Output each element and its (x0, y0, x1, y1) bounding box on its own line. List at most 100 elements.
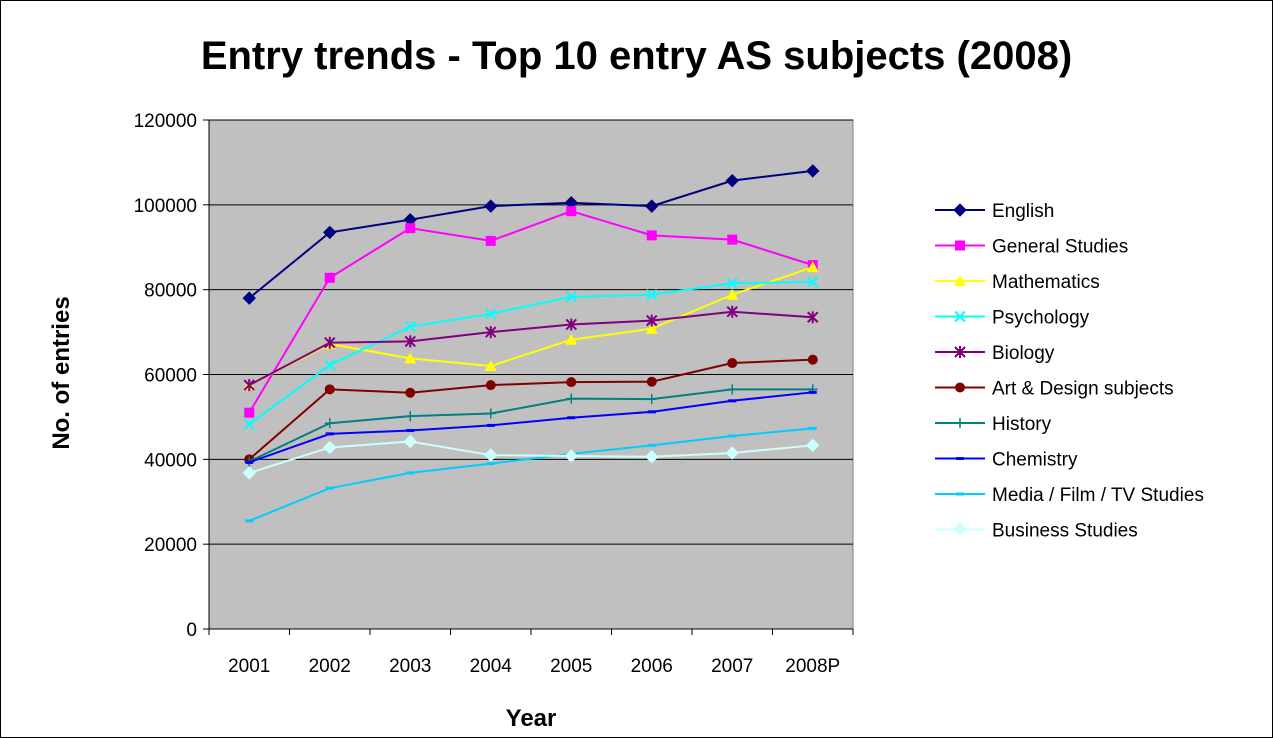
series-line (248, 388, 813, 463)
data-point (485, 380, 496, 391)
y-tick-label: 100000 (134, 196, 197, 217)
data-point (404, 335, 416, 348)
data-point (808, 426, 817, 430)
legend: English General Studies Mathematics Psychol… (935, 201, 1204, 542)
data-point (807, 354, 818, 365)
legend-marker (955, 418, 965, 428)
data-point (484, 199, 498, 213)
data-point (567, 416, 576, 420)
data-point (565, 318, 577, 331)
data-point (727, 234, 738, 245)
legend-label: Biology (992, 343, 1055, 364)
data-point (324, 384, 335, 395)
data-point (324, 272, 335, 283)
data-point (647, 410, 656, 414)
series-chemistry (245, 390, 817, 464)
series-mathematics (243, 261, 819, 391)
data-point (485, 308, 497, 320)
x-tick-label: 2006 (631, 656, 673, 677)
data-point (325, 432, 334, 436)
data-point (646, 376, 657, 387)
data-point (566, 206, 577, 217)
data-point (808, 390, 817, 394)
data-point (807, 276, 819, 288)
data-point (806, 438, 820, 453)
data-point (324, 418, 335, 429)
legend-label: Art & Design subjects (992, 379, 1174, 400)
data-point (485, 408, 496, 419)
data-point (807, 311, 819, 324)
y-tick-label: 0 (186, 620, 197, 641)
legend-item: Business Studies (935, 521, 1138, 542)
legend-marker (954, 346, 966, 358)
legend-marker (955, 382, 965, 393)
data-point (324, 359, 336, 371)
legend-label: Media / Film / TV Studies (992, 485, 1204, 506)
legend-item: Media / Film / TV Studies (935, 485, 1204, 506)
legend-label: Mathematics (992, 272, 1100, 293)
series-line (248, 440, 813, 474)
data-point (325, 486, 334, 490)
data-point (486, 462, 495, 466)
data-point (406, 471, 415, 475)
data-point (245, 519, 254, 523)
series-line (248, 310, 813, 386)
data-point (646, 230, 657, 241)
series-psychology (243, 276, 819, 430)
data-point (725, 446, 739, 460)
data-point (806, 261, 819, 273)
data-point (245, 460, 254, 464)
legend-item: Art & Design subjects (935, 379, 1174, 400)
data-point (324, 336, 336, 349)
data-point (484, 360, 497, 372)
legend-item: Biology (935, 343, 1055, 364)
data-point (242, 466, 256, 480)
legend-marker (954, 310, 966, 323)
data-point (727, 384, 738, 395)
series-line (248, 266, 814, 386)
x-tick-label: 2003 (389, 656, 431, 677)
data-point (405, 223, 416, 234)
data-point (728, 399, 737, 403)
legend-label: Psychology (992, 308, 1090, 329)
x-axis-label: Year (505, 705, 557, 732)
x-tick-label: 2001 (228, 656, 270, 677)
legend-item: History (935, 414, 1052, 435)
data-point (244, 407, 255, 418)
legend-item: English (935, 201, 1054, 222)
series-media-film-tv-studies (245, 426, 817, 523)
data-point (647, 443, 656, 447)
y-tick-label: 40000 (144, 450, 197, 471)
legend-label: General Studies (992, 237, 1128, 258)
series-biology (243, 305, 819, 392)
data-point (405, 411, 416, 422)
data-point (646, 289, 658, 301)
data-point (726, 277, 738, 290)
data-point (645, 322, 658, 334)
data-point (323, 225, 337, 240)
legend-marker (956, 492, 964, 496)
series-english (242, 164, 820, 305)
legend-marker (953, 203, 967, 217)
data-point (806, 164, 820, 178)
series-line (248, 210, 814, 414)
y-tick-label: 80000 (144, 281, 197, 302)
series-line (248, 391, 813, 464)
series-line (248, 358, 813, 461)
legend-item: Psychology (935, 308, 1090, 329)
data-point (565, 333, 578, 345)
series-line (248, 281, 813, 425)
x-tick-label: 2008P (785, 656, 840, 677)
data-point (405, 387, 416, 398)
legend-item: Chemistry (935, 450, 1078, 471)
data-point (566, 393, 577, 404)
x-tick-label: 2004 (470, 656, 513, 677)
data-point (323, 440, 337, 455)
legend-label: History (992, 414, 1052, 435)
legend-marker (956, 457, 964, 460)
legend-item: General Studies (935, 237, 1128, 258)
data-point (645, 450, 659, 464)
data-point (242, 291, 256, 305)
data-point (728, 434, 737, 438)
